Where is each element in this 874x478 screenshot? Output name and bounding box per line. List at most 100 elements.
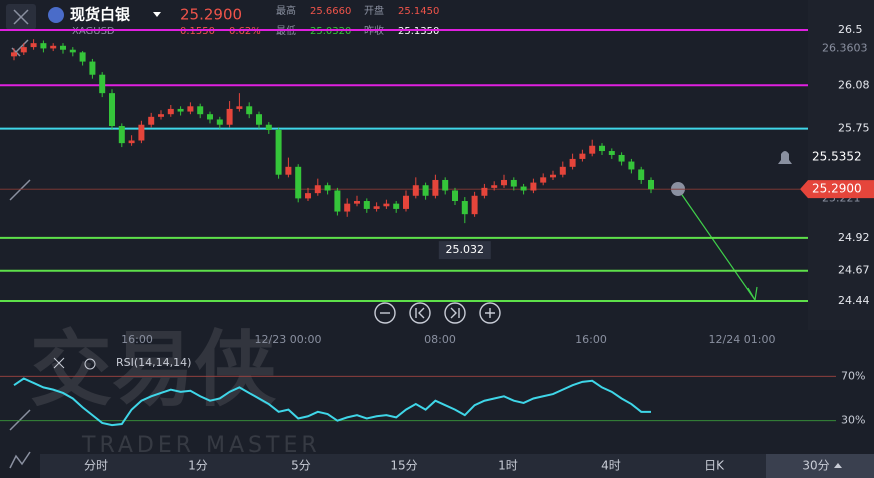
rsi-level-label: 70% bbox=[841, 369, 865, 382]
candle-body bbox=[618, 154, 625, 162]
candle-body bbox=[118, 126, 125, 144]
candle-body bbox=[158, 114, 164, 117]
candle-body bbox=[344, 203, 351, 212]
dropdown-icon[interactable] bbox=[153, 12, 161, 17]
zoom-out-button[interactable] bbox=[374, 302, 396, 324]
candle-body bbox=[648, 179, 654, 190]
toolbar bbox=[6, 4, 36, 469]
tab[interactable]: 4时 bbox=[601, 459, 621, 473]
scroll-start-button[interactable] bbox=[409, 302, 431, 324]
price-line-label: 24.92 bbox=[838, 231, 870, 244]
candle-body bbox=[138, 124, 145, 141]
candle-body bbox=[334, 190, 341, 212]
candle-body bbox=[608, 151, 615, 155]
symbol-code: XAGUSD bbox=[72, 26, 115, 37]
candle-body bbox=[589, 145, 596, 154]
price-axis-bg bbox=[808, 0, 874, 330]
symbol-name[interactable]: 现货白银 bbox=[70, 6, 131, 24]
tab[interactable]: 15分 bbox=[390, 459, 417, 473]
candle-body bbox=[256, 114, 262, 125]
close-icon bbox=[13, 9, 29, 25]
price-axis-label: 26.3603 bbox=[822, 41, 868, 54]
low-marker-label: 25.032 bbox=[446, 243, 485, 256]
open-label: 开盘 bbox=[364, 4, 384, 17]
line-tool-icon[interactable] bbox=[9, 179, 31, 201]
candle-body bbox=[324, 185, 331, 191]
indicator-icon[interactable] bbox=[9, 451, 31, 469]
candle-body bbox=[69, 49, 76, 53]
candle-body bbox=[501, 179, 507, 186]
candle-body bbox=[236, 106, 243, 109]
candle-body bbox=[559, 166, 566, 175]
alert-icon[interactable] bbox=[778, 151, 792, 164]
candle-body bbox=[60, 45, 66, 50]
high: 25.6660 bbox=[310, 6, 351, 17]
open: 25.1450 bbox=[398, 6, 439, 17]
candle-body bbox=[412, 185, 419, 196]
price-line-label: 26.5 bbox=[838, 23, 863, 36]
candle-body bbox=[265, 124, 272, 130]
candle-body bbox=[295, 166, 302, 199]
tab[interactable]: 分时 bbox=[84, 459, 108, 473]
price-line-label: 26.08 bbox=[838, 78, 870, 91]
candle-body bbox=[314, 185, 321, 194]
tab[interactable]: 1分 bbox=[188, 459, 208, 473]
tab[interactable]: 30分 bbox=[802, 459, 829, 473]
close-indicator-icon[interactable] bbox=[53, 357, 65, 369]
tab[interactable]: 1时 bbox=[498, 459, 518, 473]
candle-body bbox=[79, 52, 86, 62]
candle-body bbox=[569, 158, 576, 167]
candle-body bbox=[471, 195, 478, 215]
candle-body bbox=[550, 174, 556, 178]
candle-body bbox=[422, 185, 429, 196]
candle-body bbox=[510, 179, 517, 187]
time-label: 08:00 bbox=[424, 333, 456, 346]
candle-body bbox=[275, 129, 282, 175]
candle-body bbox=[530, 182, 537, 191]
watermark-title: 交易侠 bbox=[30, 322, 277, 417]
tab[interactable]: 5分 bbox=[291, 459, 311, 473]
candle-body bbox=[452, 190, 458, 202]
line-tool-icon[interactable] bbox=[9, 409, 31, 431]
candle-body bbox=[128, 140, 135, 144]
candle-body bbox=[403, 195, 409, 209]
settings-icon[interactable] bbox=[84, 358, 96, 370]
price-axis-label: 25.5352 bbox=[812, 149, 862, 163]
tab[interactable]: 日K bbox=[704, 459, 725, 473]
tab-selected-bg bbox=[766, 454, 874, 478]
high-label: 最高 bbox=[276, 4, 296, 17]
candle-body bbox=[226, 108, 233, 125]
tab-dropdown-icon[interactable] bbox=[834, 463, 842, 468]
candle-body bbox=[383, 203, 390, 207]
candle-body bbox=[167, 108, 174, 115]
candle-body bbox=[246, 106, 253, 115]
candle-body bbox=[442, 179, 449, 191]
candle-body bbox=[99, 74, 106, 94]
nav-buttons bbox=[374, 302, 501, 324]
change-pct: 0.62% bbox=[229, 26, 261, 37]
candle-body bbox=[491, 185, 498, 188]
time-label: 12/24 01:00 bbox=[709, 333, 776, 346]
candle-body bbox=[285, 166, 292, 175]
change: 0.1550 bbox=[180, 26, 215, 37]
time-label: 16:00 bbox=[121, 333, 153, 346]
prev-close: 25.1350 bbox=[398, 26, 439, 37]
candle-body bbox=[197, 106, 204, 115]
current-price-label: 25.2900 bbox=[812, 182, 862, 196]
candle-body bbox=[599, 145, 605, 152]
candle-body bbox=[30, 43, 37, 48]
candle-body bbox=[148, 116, 155, 125]
candle-body bbox=[393, 203, 400, 209]
low-marker-box bbox=[438, 241, 491, 260]
symbol-icon bbox=[48, 7, 64, 23]
zoom-in-button[interactable] bbox=[479, 302, 501, 324]
candle-body bbox=[89, 61, 96, 75]
candle-body bbox=[20, 47, 27, 53]
candle-body bbox=[638, 169, 645, 180]
tab-bar bbox=[40, 454, 874, 478]
candle-body bbox=[432, 179, 439, 196]
candle-body bbox=[40, 43, 47, 49]
scroll-end-button[interactable] bbox=[444, 302, 466, 324]
rsi-title: RSI(14,14,14) bbox=[116, 356, 191, 369]
